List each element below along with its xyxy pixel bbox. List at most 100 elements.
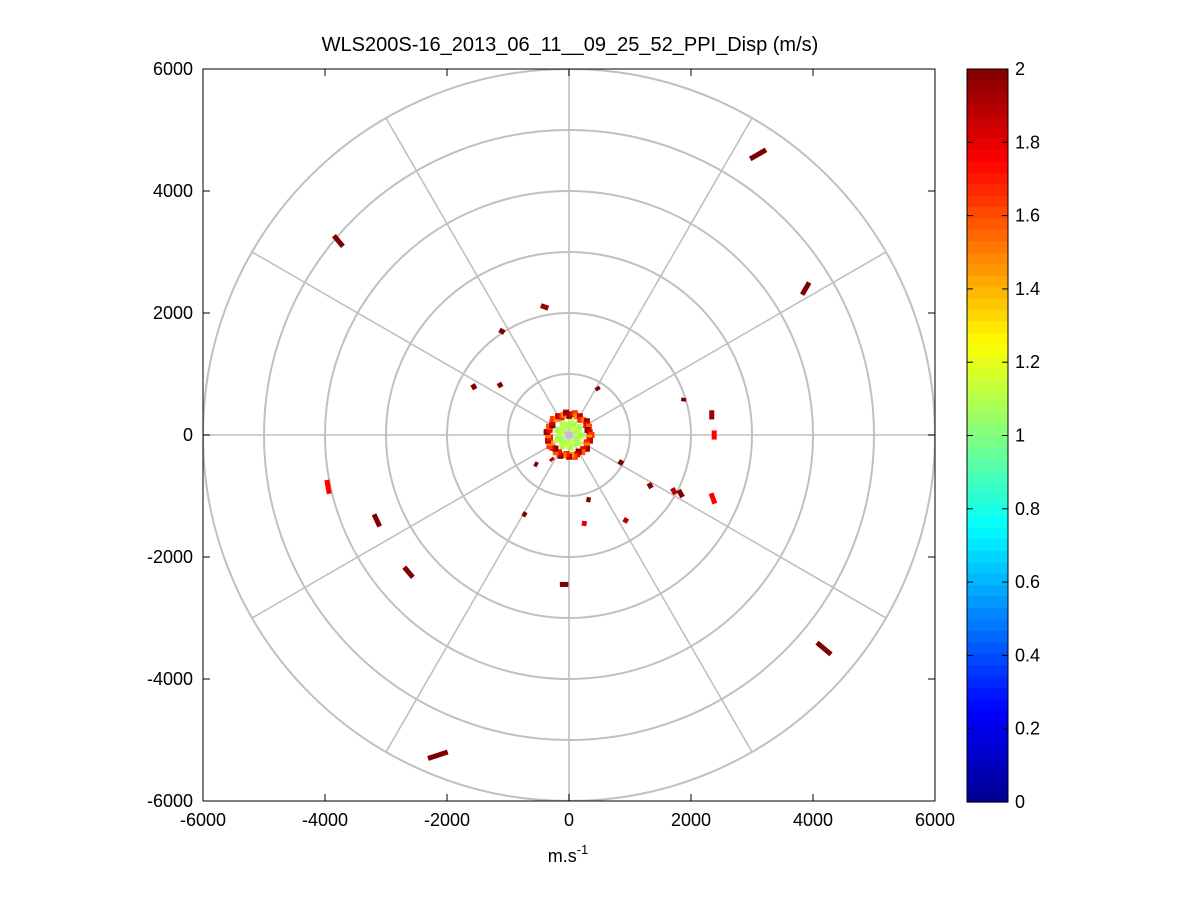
colorbar-tick-label: 0.2 <box>1015 719 1040 739</box>
colorbar-band <box>967 263 1008 276</box>
colorbar-band <box>967 687 1008 700</box>
colorbar-band <box>967 744 1008 757</box>
colorbar-band <box>967 630 1008 643</box>
x-tick-label: -2000 <box>424 810 470 830</box>
center-cluster-cell <box>580 446 587 453</box>
center-cluster-cell <box>556 426 562 432</box>
colorbar-band <box>967 126 1008 139</box>
colorbar-band <box>967 229 1008 242</box>
center-cluster-cell <box>560 452 567 459</box>
colorbar-band <box>967 572 1008 585</box>
center-cluster-cell <box>583 439 590 446</box>
center-cluster-cell <box>580 417 587 424</box>
chart-title: WLS200S-16_2013_06_11__09_25_52_PPI_Disp… <box>322 34 819 56</box>
colorbar-band <box>967 378 1008 391</box>
x-axis-label: m.s-1 <box>548 842 589 866</box>
center-cluster-cell <box>571 410 578 417</box>
colorbar-band <box>967 538 1008 551</box>
polar-ring <box>324 190 814 680</box>
colorbar-band <box>967 389 1008 402</box>
center-cluster-cell <box>583 445 590 452</box>
colorbar-band <box>967 252 1008 265</box>
center-cluster-cell <box>576 423 582 429</box>
colorbar-tick-label: 0 <box>1015 792 1025 812</box>
colorbar-band <box>967 69 1008 82</box>
colorbar-ticks: 0 0.2 0.4 0.6 0.8 1 1.2 1.4 1.6 1.8 2 <box>967 59 1040 812</box>
colorbar-band <box>967 504 1008 517</box>
y-tick-label: 4000 <box>153 181 193 201</box>
center-cluster-cell <box>574 431 580 437</box>
center-cluster-cell <box>550 416 557 423</box>
colorbar-band <box>967 343 1008 356</box>
data-segment <box>670 486 678 496</box>
y-tick-label: -2000 <box>147 547 193 567</box>
center-cluster-cell <box>543 429 550 436</box>
center-cluster-cell <box>555 449 562 456</box>
colorbar-tick-label: 1.8 <box>1015 132 1040 152</box>
center-cluster-cell <box>568 411 575 418</box>
colorbar-band <box>967 114 1008 127</box>
colorbar-band <box>967 492 1008 505</box>
center-cluster-cell <box>571 426 577 432</box>
data-segment <box>549 456 555 463</box>
colorbar-band <box>967 790 1008 803</box>
y-axis: 6000 4000 2000 0 -2000 -4000 -6000 <box>147 59 935 811</box>
data-segment <box>748 147 768 162</box>
colorbar-tick-label: 1.4 <box>1015 279 1040 299</box>
colorbar-band <box>967 286 1008 299</box>
x-axis-label-base: m.s <box>548 846 577 866</box>
center-cluster-cell <box>573 441 579 447</box>
data-segment <box>676 488 685 499</box>
center-cluster-cell <box>561 426 567 432</box>
data-segment <box>324 479 332 495</box>
colorbar-band <box>967 217 1008 230</box>
colorbar-band <box>967 91 1008 104</box>
colorbar: 0 0.2 0.4 0.6 0.8 1 1.2 1.4 1.6 1.8 2 <box>966 59 1040 812</box>
colorbar-band <box>967 366 1008 379</box>
center-cluster-cell <box>559 420 565 426</box>
colorbar-band <box>967 424 1008 437</box>
colorbar-band <box>967 767 1008 780</box>
center-cluster-cell <box>579 449 586 456</box>
colorbar-tick-label: 0.4 <box>1015 645 1040 665</box>
center-cluster-cell <box>583 418 590 425</box>
colorbar-band <box>967 194 1008 208</box>
data-segment <box>617 459 625 466</box>
x-tick-label: -4000 <box>302 810 348 830</box>
data-segment <box>498 327 506 335</box>
colorbar-band <box>967 779 1008 792</box>
center-cluster-cell <box>576 413 583 420</box>
data-segment <box>680 397 687 402</box>
colorbar-band <box>967 103 1008 116</box>
center-cluster-cell <box>585 434 592 441</box>
y-tick-label: 2000 <box>153 303 193 323</box>
center-cluster-cell <box>571 453 578 460</box>
colorbar-band <box>967 206 1008 219</box>
data-segment <box>521 511 528 518</box>
y-tick-label: 0 <box>183 425 193 445</box>
colorbar-band <box>967 309 1008 322</box>
center-cluster-cell <box>564 422 570 428</box>
colorbar-bands <box>967 69 1008 803</box>
data-segment <box>594 385 601 392</box>
data-segment <box>622 517 630 524</box>
x-tick-label: 6000 <box>915 810 955 830</box>
center-cluster-cell <box>573 436 579 442</box>
colorbar-band <box>967 435 1008 448</box>
center-cluster-cell <box>546 443 553 450</box>
data-segment <box>371 513 382 528</box>
polar-ring <box>263 129 875 741</box>
center-cluster-cell <box>563 440 569 446</box>
colorbar-tick-label: 1.6 <box>1015 206 1040 226</box>
colorbar-band <box>967 149 1008 162</box>
center-cluster-cell <box>559 444 565 450</box>
colorbar-band <box>967 618 1008 631</box>
colorbar-band <box>967 698 1008 711</box>
colorbar-band <box>967 584 1008 597</box>
data-segment <box>815 640 833 657</box>
center-cluster-cell <box>546 426 553 433</box>
y-tick-label: -6000 <box>147 791 193 811</box>
x-tick-label: 0 <box>564 810 574 830</box>
center-cluster-cell <box>553 437 559 443</box>
colorbar-band <box>967 275 1008 288</box>
